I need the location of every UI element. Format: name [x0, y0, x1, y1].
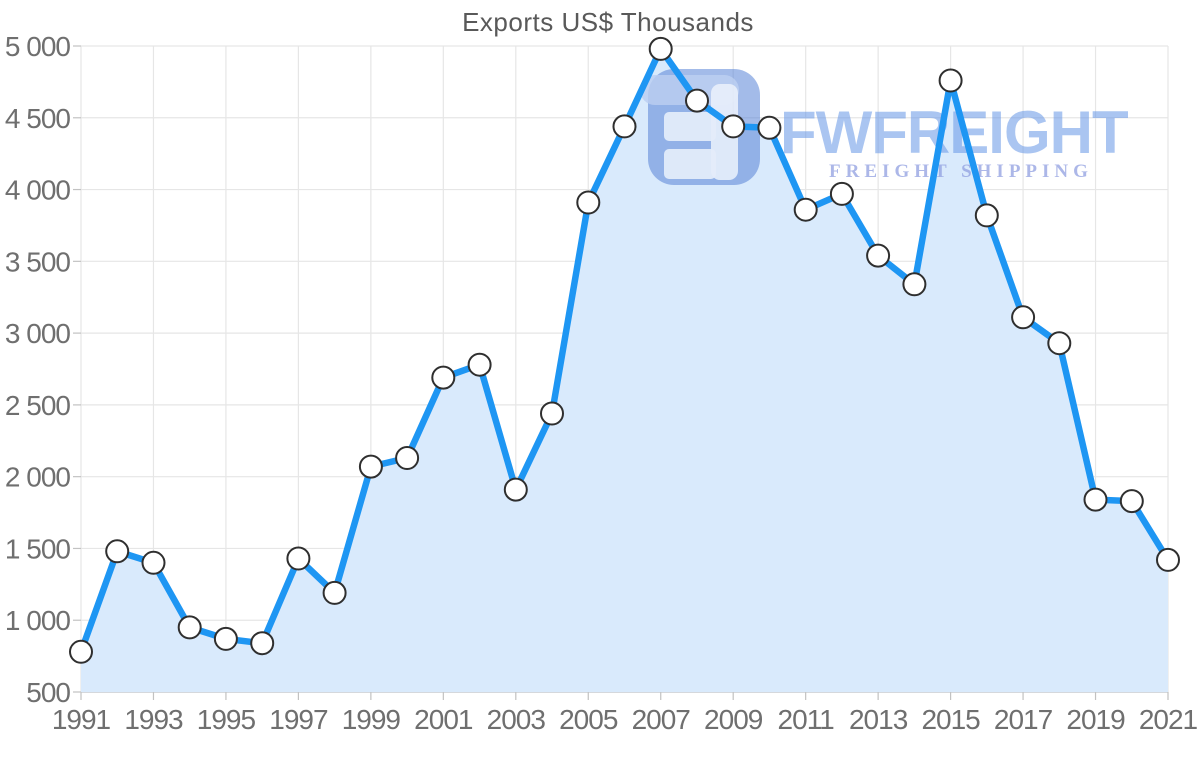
data-point-1993 [141, 550, 166, 575]
y-tick-label: 500 [26, 677, 70, 708]
data-point-2002 [467, 352, 492, 377]
y-tick-label: 3 500 [5, 246, 70, 277]
y-tick-label: 3 000 [5, 318, 70, 349]
data-point-2017 [1011, 305, 1036, 330]
data-point-2011 [793, 197, 818, 222]
data-point-2003 [503, 477, 528, 502]
data-point-2010 [757, 115, 782, 140]
data-point-2013 [866, 243, 891, 268]
y-tick-label: 1 000 [5, 605, 70, 636]
watermark-logo-middle-arm [664, 112, 716, 141]
data-point-2006 [612, 114, 637, 139]
x-tick-label: 1991 [52, 704, 111, 735]
x-tick-label: 2015 [921, 704, 980, 735]
data-point-1991 [69, 639, 93, 664]
data-point-2008 [685, 88, 709, 113]
y-tick-label: 1 500 [5, 533, 70, 564]
data-point-2000 [395, 446, 420, 470]
data-point-1998 [322, 580, 347, 605]
y-tick-label: 4 000 [5, 175, 70, 206]
axis-ticks [73, 45, 1169, 700]
axis-labels: 1991 1993 1995 1997 1999 2001 2003 2005 2007 2009… [5, 31, 1199, 735]
data-point-1995 [213, 626, 238, 651]
data-point-2019 [1083, 487, 1108, 512]
chart-title: Exports US$ Thousands [462, 7, 754, 37]
watermark-tagline-text: FREIGHT SHIPPING [829, 161, 1093, 182]
x-tick-label: 2019 [1066, 704, 1125, 735]
data-point-1996 [250, 631, 275, 656]
x-tick-label: 2013 [849, 704, 908, 735]
data-point-1994 [177, 615, 202, 640]
x-tick-label: 2001 [414, 704, 473, 735]
data-point-2014 [902, 272, 927, 297]
data-point-2012 [829, 181, 854, 206]
x-tick-label: 2011 [778, 704, 835, 735]
data-point-2016 [974, 203, 999, 228]
data-point-1992 [105, 539, 130, 564]
x-tick-label: 2009 [704, 704, 763, 735]
x-tick-label: 2005 [559, 704, 618, 735]
data-point-2015 [938, 68, 963, 93]
data-point-2020 [1119, 489, 1144, 514]
x-tick-label: 2017 [994, 704, 1053, 735]
data-points [69, 36, 1180, 664]
data-point-2021 [1156, 547, 1180, 572]
watermark: FWFREIGHT FREIGHT SHIPPING [640, 69, 1129, 185]
watermark-brand-text: FWFREIGHT [780, 99, 1128, 166]
x-tick-label: 2007 [632, 704, 691, 735]
data-point-1997 [286, 546, 311, 571]
data-point-2007 [648, 36, 673, 61]
data-point-1999 [358, 454, 383, 479]
y-tick-label: 2 500 [5, 390, 70, 421]
data-point-2018 [1047, 331, 1072, 356]
x-tick-label: 2003 [487, 704, 546, 735]
x-tick-label: 1993 [124, 704, 183, 735]
x-tick-label: 2021 [1139, 704, 1198, 735]
data-point-2005 [576, 190, 601, 215]
data-point-2001 [431, 365, 456, 390]
watermark-logo-bottom-arm [664, 149, 716, 179]
data-point-2009 [721, 114, 746, 139]
x-tick-label: 1995 [197, 704, 256, 735]
y-tick-label: 2 000 [5, 462, 70, 493]
x-tick-label: 1997 [269, 704, 328, 735]
y-tick-label: 5 000 [5, 31, 70, 62]
data-point-2004 [540, 401, 564, 426]
y-tick-label: 4 500 [5, 103, 70, 134]
x-tick-label: 1999 [342, 704, 401, 735]
